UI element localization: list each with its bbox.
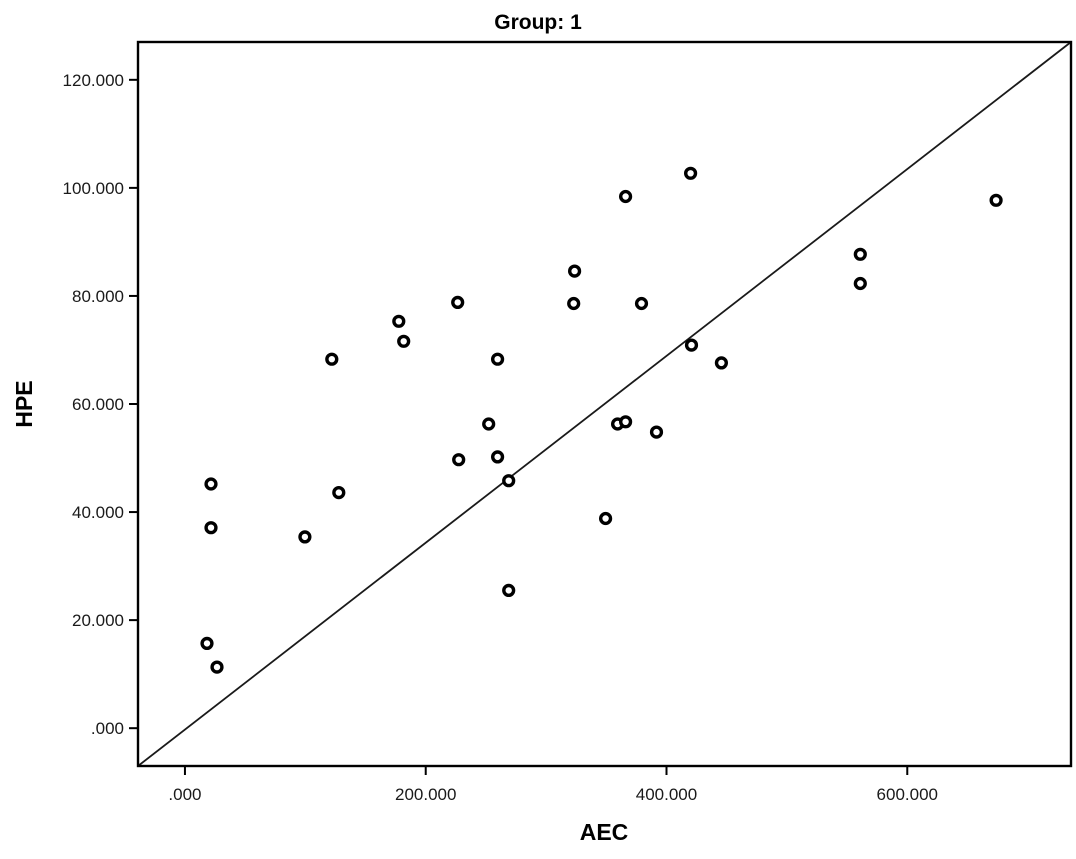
y-tick-label: .000 [91, 719, 124, 738]
reference-line [137, 41, 1072, 767]
x-tick-label: .000 [168, 785, 201, 804]
data-point [598, 511, 613, 526]
data-point [325, 352, 339, 366]
y-tick-label: 20.000 [72, 611, 124, 630]
plot-area: .000 200.000 400.000 600.000 .000 20.000 40.00… [63, 40, 1073, 804]
data-point [853, 247, 867, 261]
data-point [452, 453, 466, 467]
y-axis-label: HPE [11, 380, 37, 427]
y-tick-label: 120.000 [63, 71, 124, 90]
data-point [397, 334, 411, 348]
data-point [649, 425, 664, 439]
x-axis-label: AEC [580, 819, 629, 845]
data-point [684, 338, 699, 352]
data-point [714, 356, 729, 370]
data-point [210, 660, 224, 674]
y-tick-label: 40.000 [72, 503, 124, 522]
y-tick-label: 100.000 [63, 179, 124, 198]
data-point [392, 314, 406, 328]
data-point [491, 352, 505, 366]
data-point [200, 636, 214, 651]
data-point [204, 521, 218, 535]
y-tick-label: 60.000 [72, 395, 124, 414]
x-tick-label: 400.000 [636, 785, 697, 804]
data-point [332, 486, 346, 500]
data-point [451, 295, 465, 310]
x-tick-label: 200.000 [395, 785, 456, 804]
data-point [298, 530, 312, 544]
data-point [502, 474, 516, 488]
data-point [618, 415, 633, 429]
data-point [482, 417, 496, 431]
chart-title: Group: 1 [494, 11, 582, 34]
data-point [853, 276, 867, 291]
data-point [634, 296, 649, 311]
data-point [567, 296, 581, 311]
data-point [502, 583, 516, 598]
data-point [204, 477, 218, 491]
data-point [989, 193, 1003, 207]
y-tick-label: 80.000 [72, 287, 124, 306]
x-tick-label: 600.000 [877, 785, 938, 804]
data-point [618, 189, 633, 204]
data-point [491, 450, 505, 464]
data-point [683, 166, 698, 180]
data-point [567, 264, 582, 278]
